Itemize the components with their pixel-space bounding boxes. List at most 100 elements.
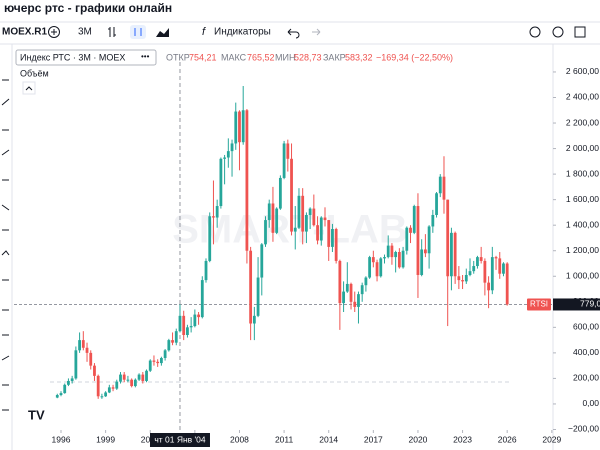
collapse-glyph [25,86,33,91]
y-tick-label: 1 600,00 [566,194,599,204]
candle-body [252,315,256,324]
candle-body [167,340,171,351]
candle-body [345,283,349,292]
collapse-button[interactable] [22,81,36,95]
candle-body [293,227,297,232]
candle-body [55,395,59,398]
candle-body [126,379,130,381]
candle-body [145,370,148,381]
candle-body [386,245,390,258]
candle-body [122,374,126,380]
y-tick-label: 2 400,00 [566,92,599,102]
symbol[interactable]: MOEX.R1 [2,27,47,38]
area-icon[interactable] [156,28,169,37]
candle-body [379,258,383,277]
candle-body [193,314,197,327]
candle-body [174,331,178,343]
alert-icon[interactable] [529,26,541,38]
candle-glyph [134,28,142,36]
candle-body [67,380,70,385]
candle-body [226,151,230,158]
add-symbol[interactable] [48,26,60,38]
price-tag: RTSI [530,300,548,309]
indicators[interactable]: Индикаторы [214,27,271,38]
undo[interactable] [287,28,300,39]
candle-body [282,143,286,178]
candle-body [479,257,483,261]
candle-body [327,220,331,247]
candle-body [78,340,81,351]
drawing-tools[interactable] [1,79,10,411]
candle-body [505,263,509,305]
candle-body [100,396,104,398]
legend-box[interactable] [15,49,157,66]
tv-logo: TV [28,407,45,422]
plus-icon [51,29,57,35]
candle-body [364,277,368,286]
fullscreen-icon[interactable] [574,26,586,38]
candle-body [420,249,424,275]
y-tick-label: 200,00 [573,373,599,383]
y-tick-label: 1 400,00 [566,219,599,229]
candle-body [487,282,490,291]
chart-type-icon[interactable] [108,27,116,37]
price-label: 779,0 [580,299,600,309]
candle-body [111,387,115,389]
candle-body [115,381,119,389]
legend-instrument: Индекс РТС · 3M · MOEX [20,52,125,62]
y-tick-label: −200,00 [568,424,599,434]
candle-body [256,277,260,316]
candle-body [260,244,264,278]
x-tick-label: 2026 [498,434,517,444]
candle-body [502,263,505,274]
price-tag-bg [553,298,600,311]
candle-body [152,360,156,362]
redo[interactable] [312,28,321,36]
candle-body [137,374,141,380]
x-tick-label: 2011 [275,434,294,444]
candle-body [461,280,464,282]
x-tick-label: 2014 [319,434,338,444]
y-tick-label: 2 000,00 [566,143,599,153]
low-label: МИН [275,52,295,62]
crosshair-label: чт 01 Янв '04 [154,434,206,444]
candle-body [353,301,357,307]
candle-body [472,266,476,272]
candle-body [450,232,453,277]
candle-body [238,111,241,143]
candle-body [319,217,323,241]
low-value: 528,73 [294,52,322,62]
candle-body [119,374,122,382]
candle-icon[interactable] [130,25,146,39]
y-tick-label: 1 800,00 [566,168,599,178]
candle-body [409,227,412,233]
high-value: 765,52 [247,52,275,62]
candle-body [215,206,219,218]
candle-body [427,226,431,254]
candle-body [182,315,186,335]
candle-body [70,378,74,381]
settings-icon[interactable] [552,26,564,38]
candle-body [390,245,394,258]
candle-body [104,392,108,397]
candle-body [178,315,182,332]
candle-body [342,291,345,304]
candle-body [371,257,375,263]
open-value: 754,21 [189,52,217,62]
candle-body [338,260,342,304]
candle-body [375,262,379,277]
x-tick-label: 1999 [96,434,115,444]
candle-body [476,257,479,267]
candle-body [331,229,334,247]
candle-body [186,327,189,335]
candle-body [200,280,204,318]
y-tick-label: 600,00 [573,322,599,332]
candle-body [249,250,253,324]
candle-body [212,216,215,218]
candle-body [234,111,238,144]
candle-body [435,193,438,215]
interval[interactable]: 3M [78,27,92,38]
legend-menu[interactable]: ••• [141,52,150,61]
